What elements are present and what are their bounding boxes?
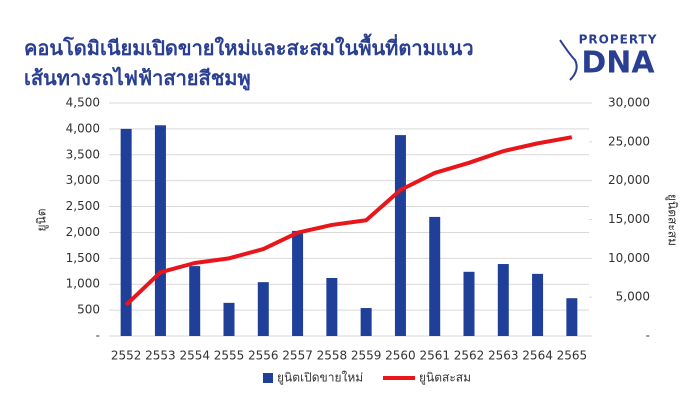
legend-label: ยูนิตเปิดขายใหม่ xyxy=(277,371,363,386)
y-tick-label: 1,500 xyxy=(66,251,100,265)
bar xyxy=(566,298,578,336)
x-tick-label: 2554 xyxy=(179,349,210,363)
y-tick-label: 4,000 xyxy=(66,121,100,135)
y2-tick-label: 10,000 xyxy=(608,251,650,265)
bar xyxy=(463,271,475,336)
y-tick-label: - xyxy=(96,329,100,343)
y-tick-label: 3,500 xyxy=(66,147,100,161)
bar xyxy=(223,302,235,336)
y2-tick-label: 30,000 xyxy=(608,96,650,110)
x-tick-label: 2555 xyxy=(214,349,245,363)
y2-tick-label: 20,000 xyxy=(608,173,650,187)
y-axis-label: ยูนิต xyxy=(35,208,50,231)
y2-axis-label: ยูนิตสะสม xyxy=(665,194,680,246)
bar xyxy=(429,216,441,336)
bar xyxy=(497,264,509,336)
chart-title: เส้นทางรถไฟฟ้าสายสีชมพู xyxy=(24,66,251,92)
y2-tick-label: 15,000 xyxy=(608,212,650,226)
y-tick-label: 3,000 xyxy=(66,173,100,187)
x-tick-label: 2563 xyxy=(488,349,519,363)
bar xyxy=(189,266,201,336)
x-tick-label: 2556 xyxy=(248,349,279,363)
y-tick-label: 4,500 xyxy=(66,96,100,110)
y-tick-label: 2,000 xyxy=(66,225,100,239)
line xyxy=(124,135,573,307)
x-tick-label: 2558 xyxy=(317,349,348,363)
bar xyxy=(120,128,132,336)
y2-tick-label: 25,000 xyxy=(608,134,650,148)
y2-tick-label: - xyxy=(646,329,650,343)
bar xyxy=(394,135,406,336)
y2-tick-label: 5,000 xyxy=(616,290,650,304)
x-tick-label: 2561 xyxy=(419,349,450,363)
logo-mark xyxy=(559,39,578,81)
y-tick-label: 500 xyxy=(77,303,100,317)
bar xyxy=(154,125,166,337)
x-tick-label: 2552 xyxy=(111,349,142,363)
x-tick-label: 2564 xyxy=(522,349,553,363)
x-tick-label: 2560 xyxy=(385,349,416,363)
logo-top: PROPERTY xyxy=(579,33,658,47)
chart-title: คอนโดมิเนียมเปิดขายใหม่และสะสมในพื้นที่ต… xyxy=(24,33,474,60)
y-tick-label: 2,500 xyxy=(66,199,100,213)
logo-main: DNA xyxy=(581,46,655,81)
legend-swatch xyxy=(263,373,273,383)
bar xyxy=(532,273,544,336)
x-tick-label: 2553 xyxy=(145,349,176,363)
x-tick-label: 2557 xyxy=(282,349,313,363)
bar xyxy=(292,230,304,336)
x-tick-label: 2565 xyxy=(557,349,588,363)
x-tick-label: 2562 xyxy=(454,349,485,363)
x-tick-label: 2559 xyxy=(351,349,382,363)
y-tick-label: 1,000 xyxy=(66,277,100,291)
bar xyxy=(326,278,338,336)
legend-label: ยูนิตสะสม xyxy=(419,371,471,386)
bar xyxy=(360,308,372,336)
bar xyxy=(257,282,269,336)
